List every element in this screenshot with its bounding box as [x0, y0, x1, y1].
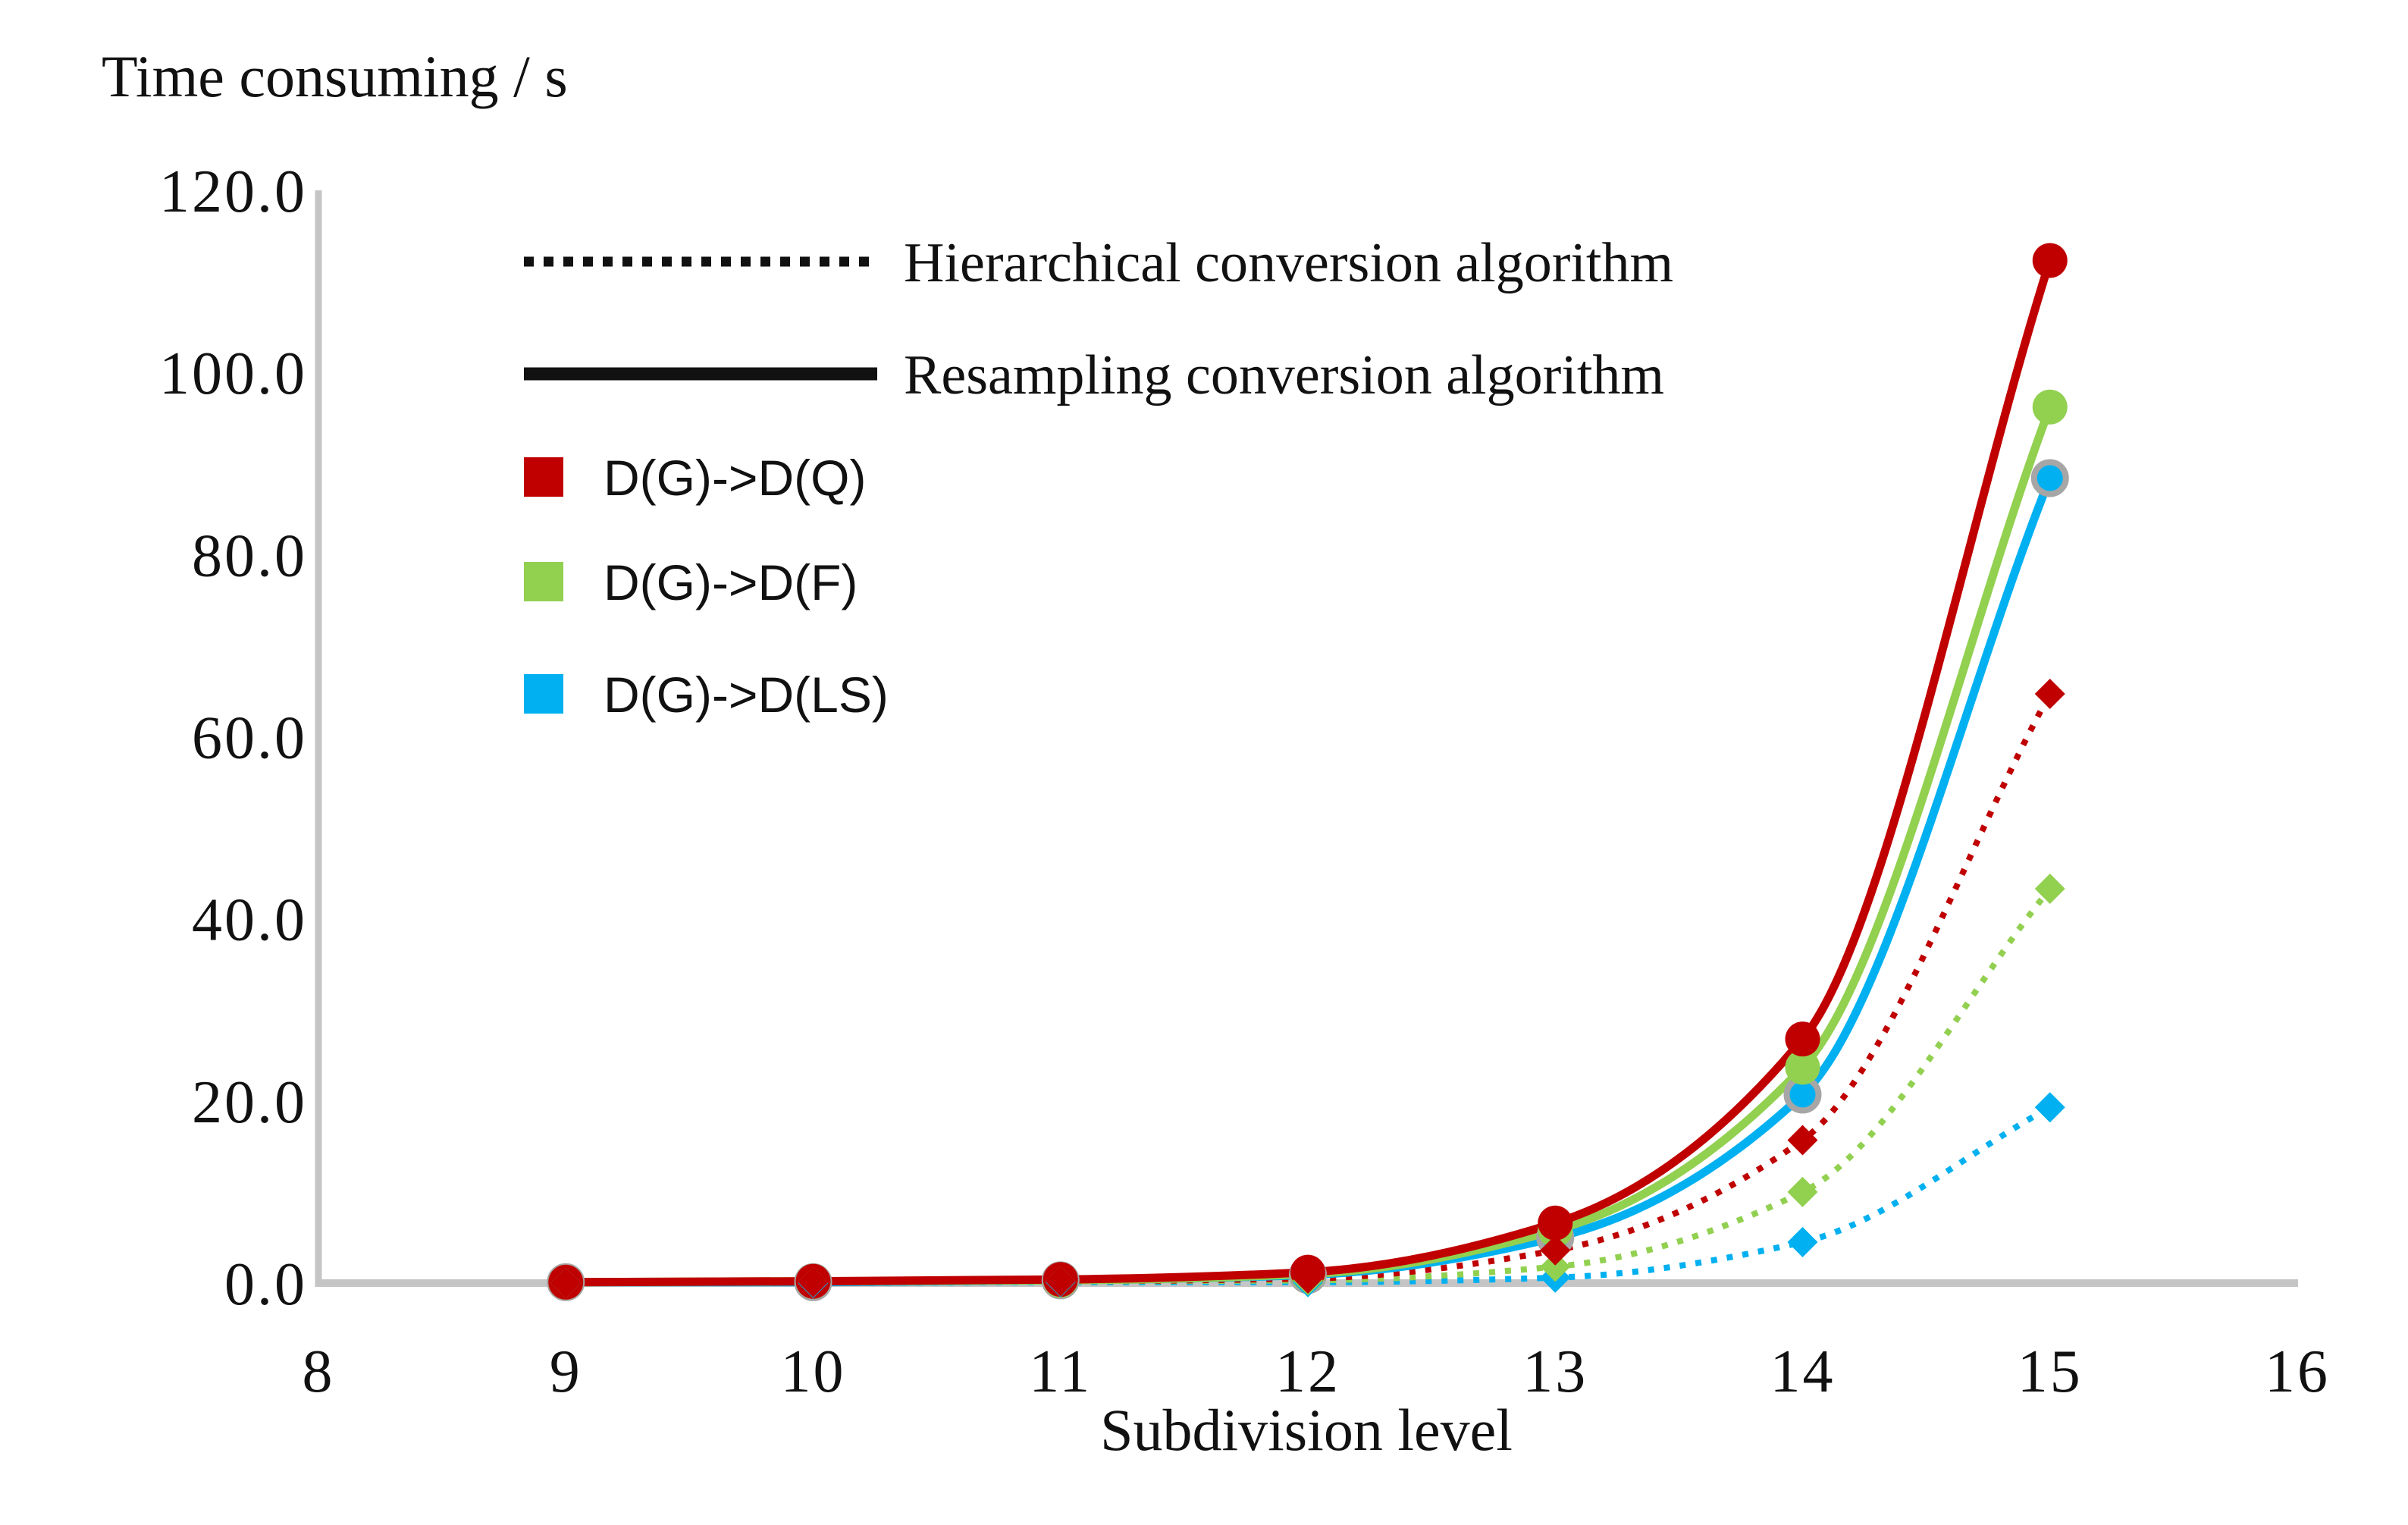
y-tick-label-40.0: 40.0 — [192, 887, 307, 954]
x-tick-label-12: 12 — [1275, 1338, 1340, 1405]
marker-hierarchical-dgq-level-11 — [1045, 1266, 1076, 1297]
legend-label-dgls: D(G)->D(LS) — [604, 667, 889, 723]
series-line-resampling-dgf — [566, 405, 2054, 1287]
marker-hierarchical-dgq-level-13 — [1540, 1235, 1571, 1266]
x-tick-label-13: 13 — [1522, 1338, 1588, 1405]
marker-hierarchical-dgls-level-14 — [1787, 1226, 1818, 1257]
marker-resampling-dgls-level-15 — [2030, 459, 2069, 497]
y-tick-label-120.0: 120.0 — [159, 158, 307, 225]
y-tick-label-100.0: 100.0 — [159, 340, 307, 407]
marker-hierarchical-dgq-level-10 — [798, 1266, 829, 1298]
marker-hierarchical-dgf-level-15 — [2034, 874, 2065, 905]
series-line-hierarchical-dgq — [566, 692, 2053, 1286]
legend-label-hierarchical: Hierarchical conversion algorithm — [904, 232, 1673, 294]
legend: Hierarchical conversion algorithm Resamp… — [524, 232, 1673, 723]
legend-swatch-dgq — [524, 457, 563, 497]
y-tick-label-0.0: 0.0 — [224, 1251, 307, 1318]
marker-hierarchical-dgq-level-12 — [1293, 1263, 1323, 1294]
marker-hierarchical-dgq-level-15 — [2034, 679, 2065, 710]
marker-resampling-dgf-level-15 — [2032, 389, 2068, 425]
x-tick-label-11: 11 — [1029, 1338, 1092, 1405]
x-tick-label-16: 16 — [2265, 1338, 2330, 1405]
legend-swatch-dgls — [524, 674, 563, 714]
x-tick-label-15: 15 — [2018, 1338, 2083, 1405]
y-tick-label-20.0: 20.0 — [192, 1069, 307, 1136]
marker-resampling-dgf-level-14 — [1785, 1050, 1820, 1085]
y-axis-tick-labels: 0.0 20.0 40.0 60.0 80.0 100.0 120.0 — [159, 158, 307, 1318]
marker-hierarchical-dgf-level-14 — [1787, 1176, 1818, 1207]
marker-hierarchical-dgf-level-13 — [1540, 1251, 1571, 1282]
y-tick-label-80.0: 80.0 — [192, 522, 307, 589]
x-tick-label-10: 10 — [781, 1338, 846, 1405]
x-tick-label-8: 8 — [303, 1338, 335, 1405]
x-axis-title: Subdivision level — [1100, 1397, 1513, 1463]
legend-swatch-dgf — [524, 562, 563, 601]
x-axis-tick-labels: 8 9 10 11 12 13 14 15 16 — [303, 1338, 2330, 1405]
marker-resampling-dgq-level-13 — [1538, 1205, 1573, 1241]
marker-hierarchical-dgls-level-15 — [2034, 1092, 2065, 1123]
plot-area — [547, 243, 2069, 1301]
y-tick-label-60.0: 60.0 — [192, 705, 307, 772]
marker-hierarchical-dgq-level-14 — [1787, 1125, 1818, 1156]
marker-resampling-dgq-level-14 — [1785, 1021, 1820, 1057]
legend-label-dgf: D(G)->D(F) — [604, 554, 858, 610]
legend-label-dgq: D(G)->D(Q) — [604, 450, 866, 506]
series-line-resampling-dgq — [566, 259, 2054, 1287]
legend-label-resampling: Resampling conversion algorithm — [904, 344, 1664, 406]
x-tick-label-9: 9 — [550, 1338, 582, 1405]
marker-resampling-dgq-level-15 — [2032, 243, 2068, 278]
series-line-hierarchical-dgf — [566, 886, 2052, 1286]
x-tick-label-14: 14 — [1770, 1338, 1836, 1405]
chart-title: Time consuming / s — [102, 43, 568, 109]
marker-hierarchical-dgq-level-9 — [550, 1268, 582, 1298]
